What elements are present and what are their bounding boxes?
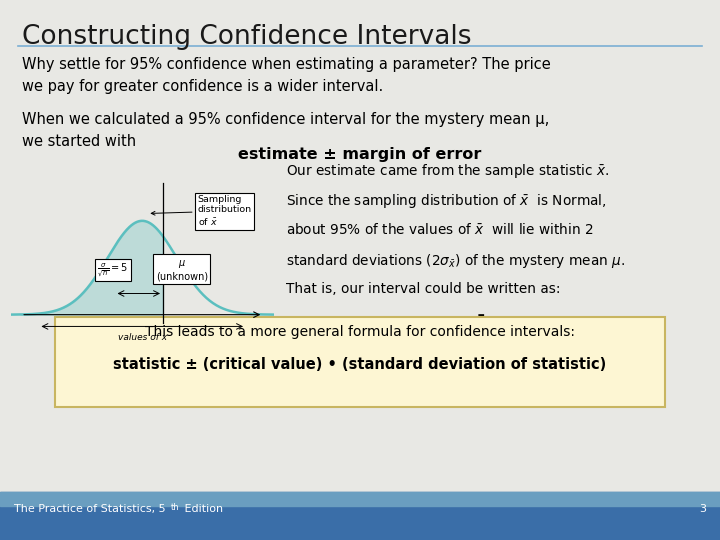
Text: That is, our interval could be written as:: That is, our interval could be written a… [286,282,560,296]
Text: Our estimate came from the sample statistic $\bar{x}$.: Our estimate came from the sample statis… [286,162,609,180]
Bar [0,492,720,506]
Text: statistic ± (critical value) • (standard deviation of statistic): statistic ± (critical value) • (standard… [113,357,607,372]
FancyBboxPatch shape [55,317,665,407]
Text: Edition: Edition [181,504,223,514]
Text: Since the sampling distribution of $\bar{x}$  is Normal,: Since the sampling distribution of $\bar… [286,192,606,210]
Text: Sampling
distribution
of $\bar{x}$: Sampling distribution of $\bar{x}$ [151,195,252,227]
Text: about 95% of the values of $\bar{x}$  will lie within 2: about 95% of the values of $\bar{x}$ wil… [286,222,593,237]
Text: $\frac{\sigma}{\sqrt{n}}=5$: $\frac{\sigma}{\sqrt{n}}=5$ [97,261,128,279]
Text: This leads to a more general formula for confidence intervals:: This leads to a more general formula for… [145,325,575,339]
Text: Constructing Confidence Intervals: Constructing Confidence Intervals [22,24,472,50]
Text: When we calculated a 95% confidence interval for the mystery mean μ,
we started : When we calculated a 95% confidence inte… [22,112,549,149]
Text: estimate ± margin of error: estimate ± margin of error [238,147,482,162]
Text: 3: 3 [699,504,706,514]
Bar [0,492,720,540]
Text: The Practice of Statistics, 5: The Practice of Statistics, 5 [14,504,166,514]
Text: $\mathbf{240.79\pm2\cdot5=\bar{x}\pm2\sigma_{\bar{x}}}$: $\mathbf{240.79\pm2\cdot5=\bar{x}\pm2\si… [314,314,546,336]
Text: th: th [171,503,179,512]
Text: standard deviations ($2\sigma_{\bar{x}}$) of the mystery mean $\mu$.: standard deviations ($2\sigma_{\bar{x}}$… [286,252,625,270]
Text: $\mu$
(unknown): $\mu$ (unknown) [156,258,208,282]
Text: Why settle for 95% confidence when estimating a parameter? The price
we pay for : Why settle for 95% confidence when estim… [22,57,551,93]
Text: values of x: values of x [117,334,167,342]
